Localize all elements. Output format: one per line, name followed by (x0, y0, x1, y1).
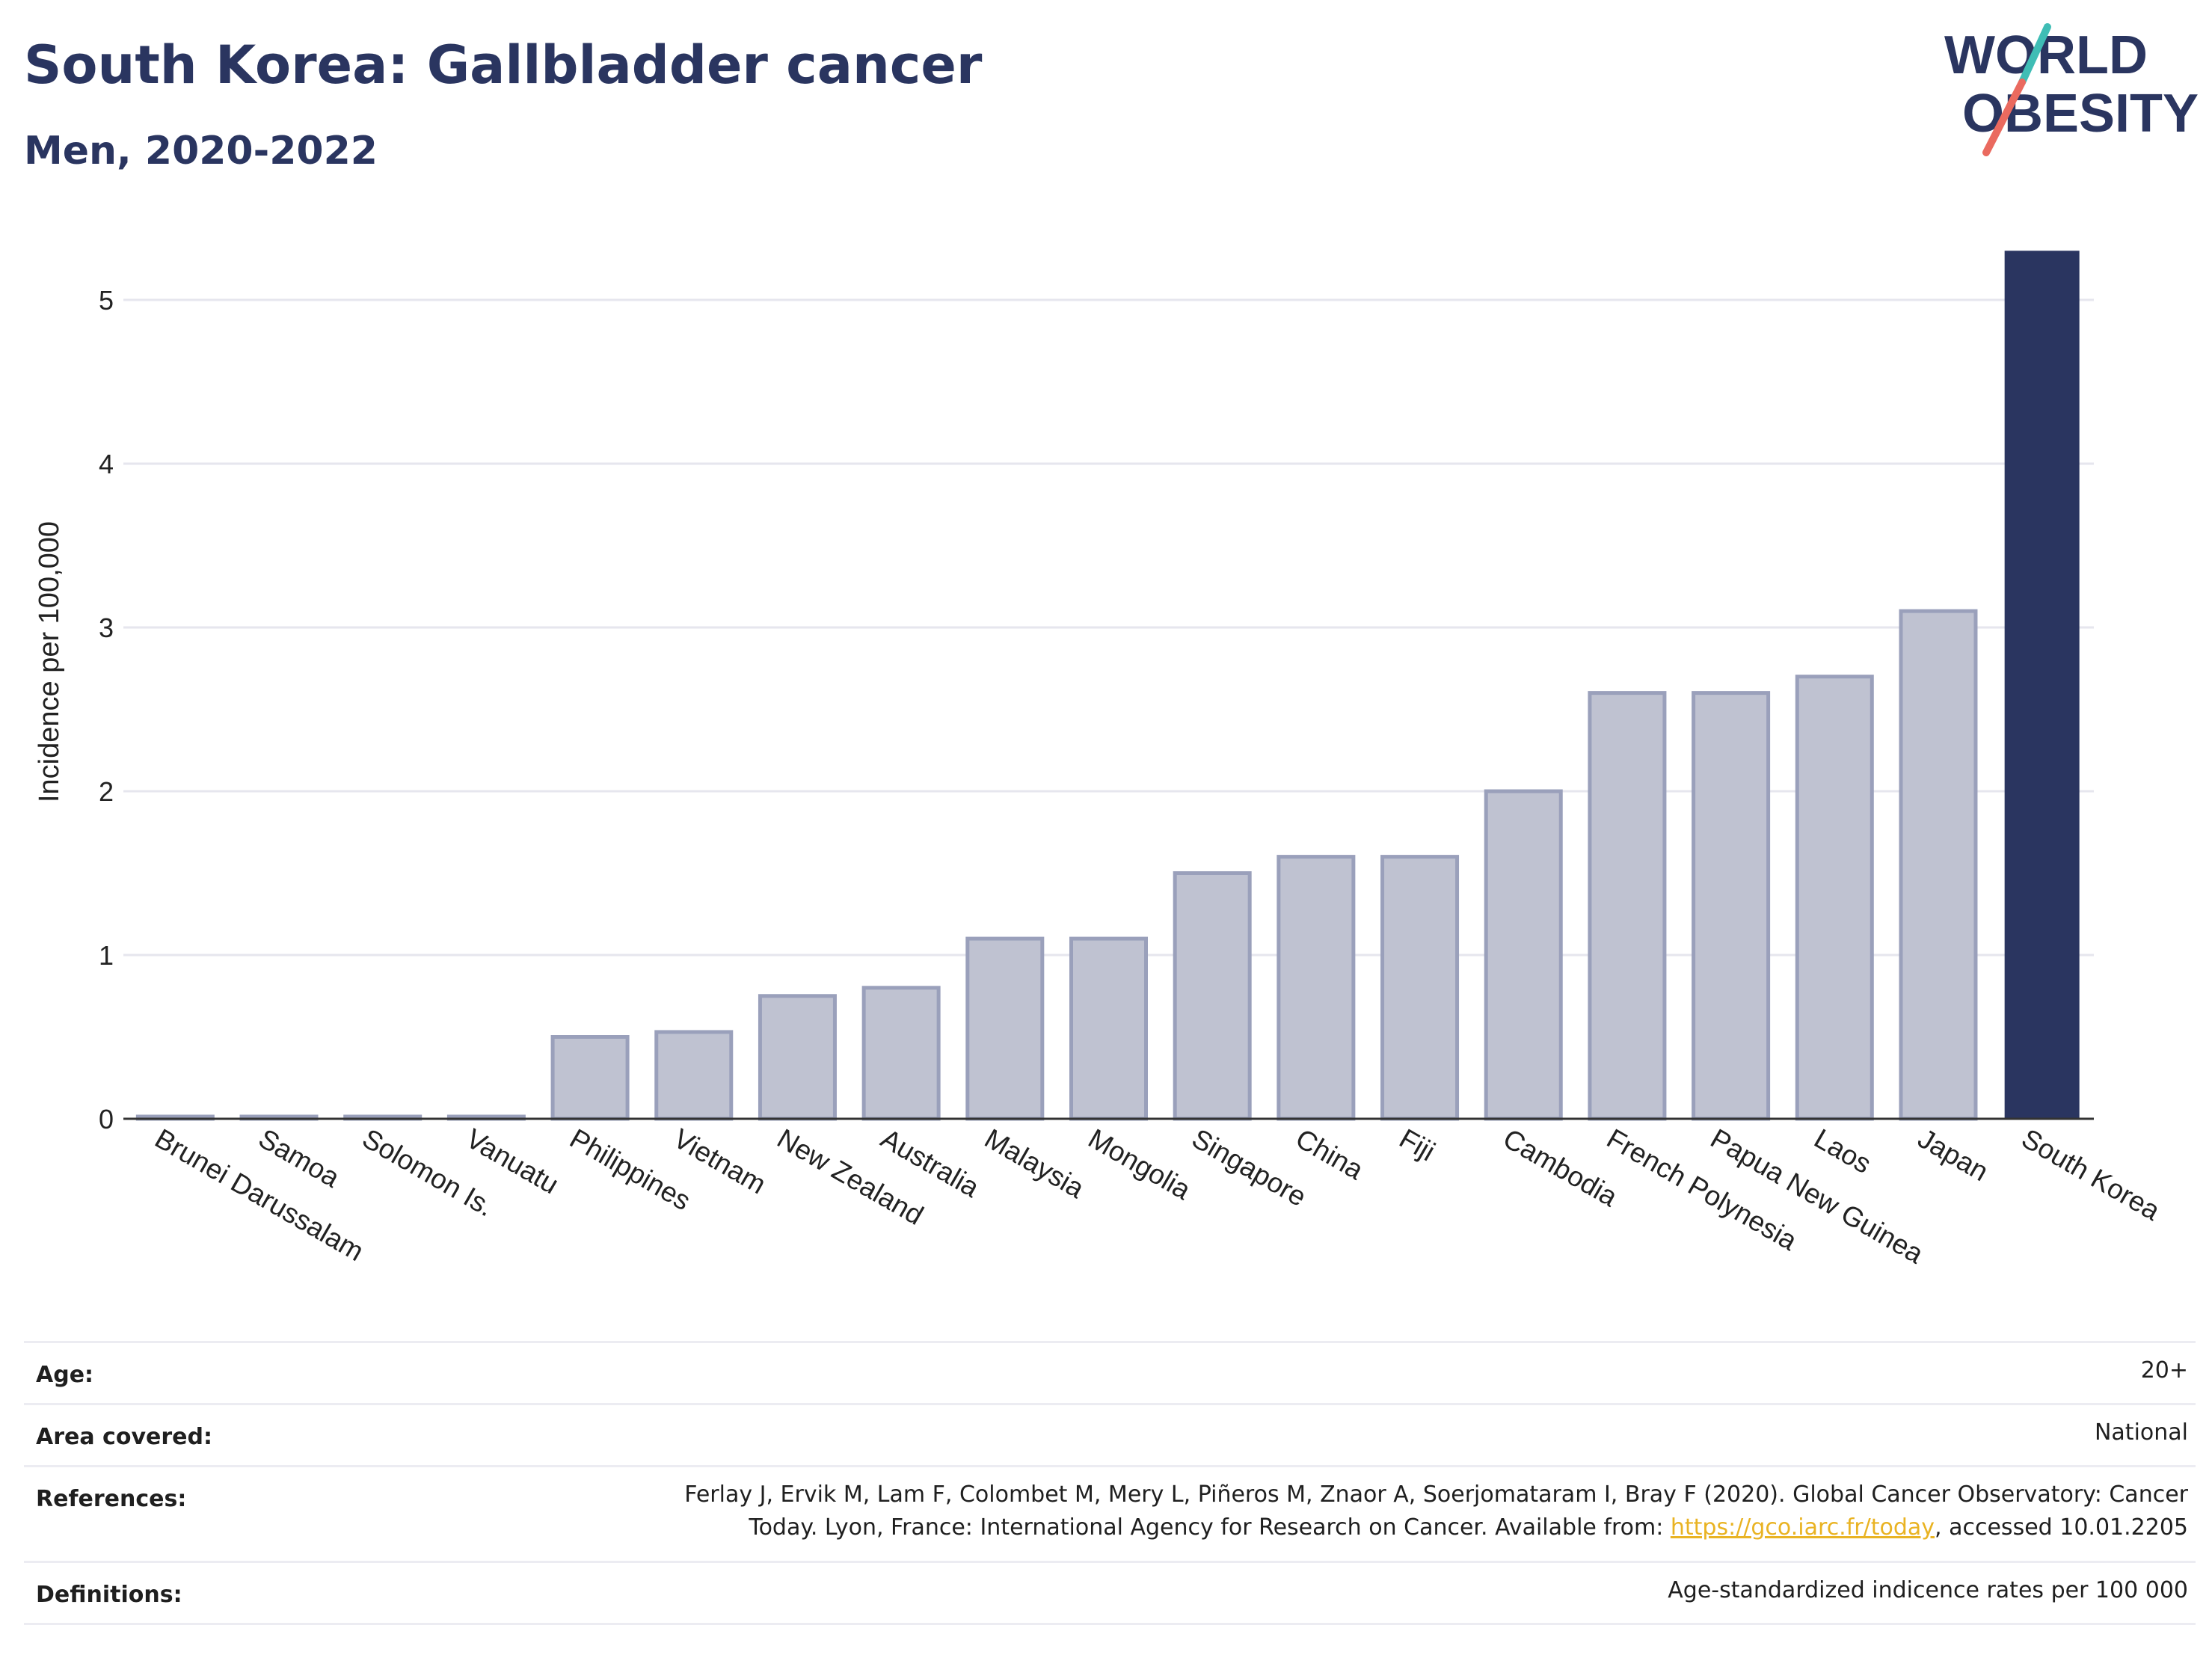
meta-age-label: Age: (36, 1362, 94, 1388)
bar-fiji (1380, 855, 1460, 1121)
meta-bottom-rule (24, 1623, 2196, 1625)
references-link[interactable]: https://gco.iarc.fr/today (1670, 1514, 1935, 1541)
bar-china (1276, 855, 1356, 1121)
bar-laos (1795, 675, 1874, 1121)
x-tick-label: Malaysia (980, 1123, 1090, 1204)
bar-french-polynesia (1588, 691, 1667, 1121)
meta-definitions-label: Definitions: (36, 1582, 182, 1608)
world-obesity-logo: WORLD OBESITY (1944, 23, 2199, 156)
bar-new-zealand (758, 994, 837, 1121)
meta-age-value: 20+ (2140, 1357, 2188, 1384)
x-tick-label: French Polynesia (1602, 1123, 1802, 1256)
page-subtitle: Men, 2020-2022 (24, 129, 378, 174)
logo-teal-slash (2018, 23, 2051, 86)
meta-definitions-value: Age-standardized indicence rates per 100… (1668, 1577, 2188, 1603)
meta-area-value: National (2094, 1419, 2188, 1446)
meta-row-references: References: Ferlay J, Ervik M, Lam F, Co… (24, 1465, 2196, 1559)
bar-cambodia (1484, 789, 1563, 1121)
references-line1: Ferlay J, Ervik M, Lam F, Colombet M, Me… (684, 1481, 2188, 1508)
x-tick-label: Japan (1913, 1123, 1994, 1187)
y-tick-label: 2 (99, 776, 114, 807)
bar-australia (861, 986, 941, 1121)
references-line2: Today. Lyon, France: International Agenc… (684, 1511, 2188, 1544)
y-tick-label: 5 (99, 285, 114, 316)
page-title: South Korea: Gallbladder cancer (24, 34, 983, 96)
references-line2-prefix: Today. Lyon, France: International Agenc… (749, 1514, 1671, 1541)
references-line2-suffix: , accessed 10.01.2205 (1935, 1514, 2188, 1541)
x-tick-label: South Korea (2017, 1123, 2166, 1226)
bar-vietnam (654, 1030, 734, 1121)
x-tick-label: China (1291, 1123, 1369, 1185)
meta-row-definitions: Definitions: Age-standardized indicence … (24, 1561, 2196, 1621)
x-tick-label: Singapore (1187, 1123, 1312, 1212)
x-tick-label: Laos (1809, 1123, 1876, 1179)
y-tick-label: 4 (99, 449, 114, 479)
y-axis-ticks: 0 1 2 3 4 5 (99, 285, 114, 1134)
logo-line2: OBESITY (1962, 84, 2199, 144)
meta-row-area: Area covered: National (24, 1403, 2196, 1463)
x-tick-label: Fiji (1395, 1123, 1440, 1167)
y-tick-label: 0 (99, 1104, 114, 1134)
y-tick-label: 1 (99, 940, 114, 971)
bars (135, 251, 2080, 1121)
x-tick-label: Cambodia (1498, 1123, 1623, 1212)
bar-malaysia (965, 936, 1045, 1121)
bar-papua-new-guinea (1692, 691, 1771, 1121)
meta-row-age: Age: 20+ (24, 1341, 2196, 1401)
meta-references-value: Ferlay J, Ervik M, Lam F, Colombet M, Me… (684, 1479, 2188, 1544)
bar-mongolia (1069, 936, 1148, 1121)
meta-area-label: Area covered: (36, 1424, 212, 1450)
bar-singapore (1173, 871, 1252, 1121)
bar-japan (1899, 609, 1978, 1121)
bar-philippines (550, 1035, 630, 1121)
y-axis-label: Incidence per 100,000 (34, 521, 65, 802)
x-tick-label: Mongolia (1084, 1123, 1196, 1206)
bar-south-korea (2004, 251, 2080, 1119)
y-tick-label: 3 (99, 612, 114, 643)
logo-coral-slash (1982, 79, 2026, 156)
meta-references-label: References: (36, 1486, 187, 1512)
